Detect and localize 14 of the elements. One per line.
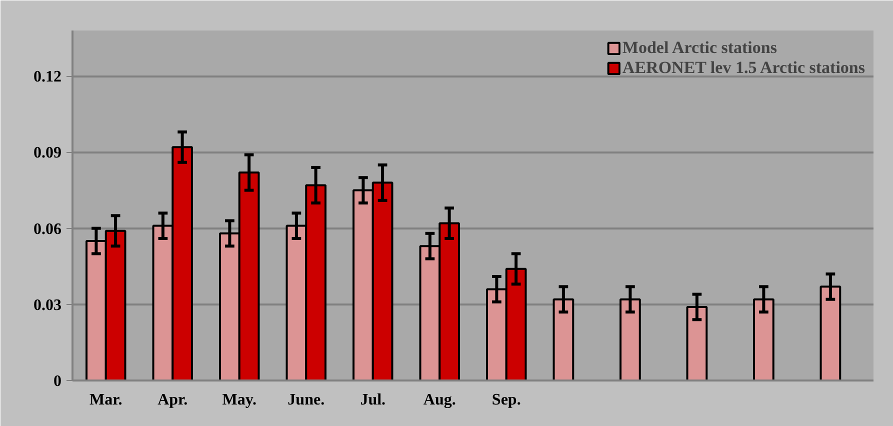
y-tick-label: 0.12 [34, 68, 62, 86]
x-tick-label: Apr. [158, 392, 188, 408]
x-tick-label: June. [288, 392, 325, 408]
x-tick-label: May. [222, 392, 256, 408]
legend-label: AERONET lev 1.5 Arctic stations [622, 58, 865, 78]
y-tick-label: 0 [54, 373, 62, 390]
x-tick-label: Sep. [492, 392, 521, 408]
legend-label: Model Arctic stations [622, 38, 777, 58]
x-tick-label: Aug. [423, 392, 456, 408]
y-tick-label: 0.09 [34, 144, 62, 162]
y-tick-label: 0.03 [34, 296, 62, 314]
y-tick-label: 0.06 [34, 220, 62, 238]
x-tick-label: Mar. [90, 392, 122, 408]
x-tick-label: Jul. [360, 392, 386, 408]
